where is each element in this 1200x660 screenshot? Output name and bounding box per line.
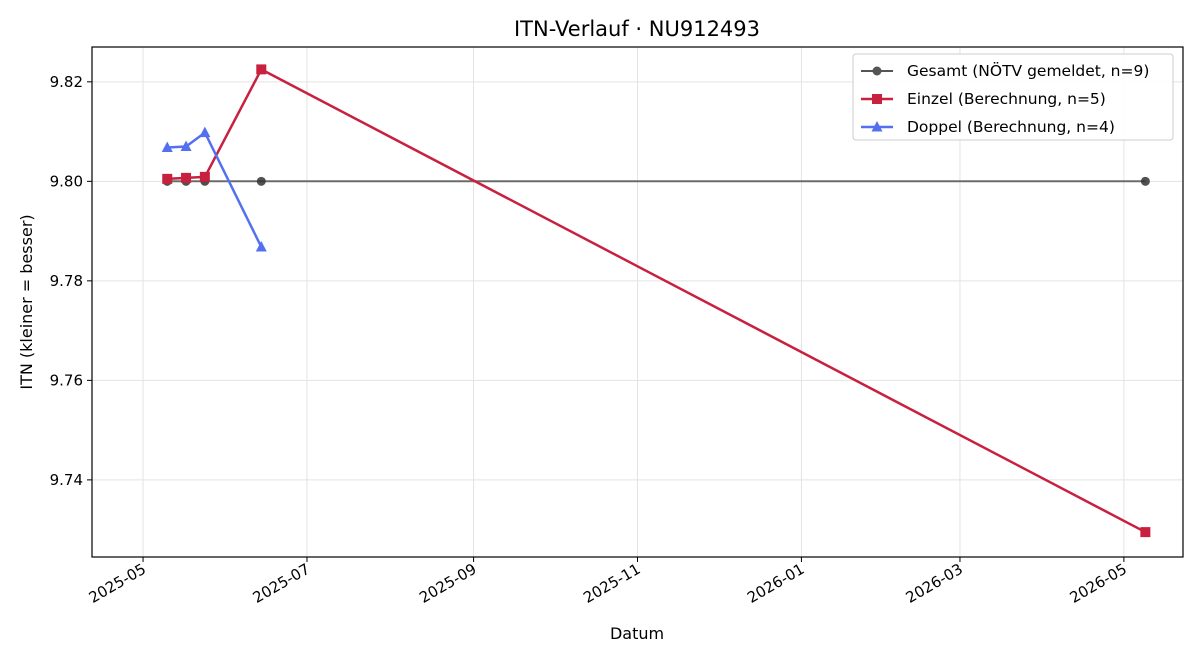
x-tick-label: 2025-11 — [580, 560, 643, 607]
data-point — [256, 64, 267, 75]
series-3 — [161, 126, 267, 252]
series-line — [167, 131, 263, 248]
legend-marker — [872, 66, 882, 76]
legend-marker — [871, 121, 883, 132]
x-tick-label: 2025-05 — [86, 560, 149, 607]
x-tick-label: 2025-07 — [250, 560, 313, 607]
legend-label: Doppel (Berechnung, n=4) — [907, 118, 1115, 136]
data-point — [1140, 527, 1151, 538]
series-2 — [162, 64, 1151, 538]
legend-label: Einzel (Berechnung, n=5) — [907, 90, 1106, 108]
legend-item: Gesamt (NÖTV gemeldet, n=9) — [861, 61, 1149, 80]
data-point — [180, 140, 192, 152]
legend-item: Doppel (Berechnung, n=4) — [861, 118, 1115, 136]
x-tick-label: 2026-01 — [744, 560, 807, 607]
legend-frame — [852, 53, 1174, 141]
data-point — [161, 141, 173, 153]
legend-marker — [872, 94, 882, 104]
y-tick-label: 9.82 — [50, 73, 83, 91]
data-point — [255, 241, 267, 252]
series-layer — [161, 64, 1151, 538]
y-tick-label: 9.78 — [50, 272, 83, 290]
legend-label: Gesamt (NÖTV gemeldet, n=9) — [907, 61, 1149, 80]
legend-item: Einzel (Berechnung, n=5) — [861, 90, 1106, 108]
y-tick-label: 9.76 — [50, 371, 83, 389]
y-tick-label: 9.74 — [50, 471, 83, 489]
data-point — [199, 171, 210, 182]
x-tick-label: 2025-09 — [416, 560, 479, 607]
x-axis-label: Datum — [610, 624, 664, 643]
x-tick-label: 2026-05 — [1067, 560, 1130, 607]
data-point — [1140, 176, 1150, 186]
y-axis-label: ITN (kleiner = besser) — [17, 214, 36, 389]
x-tick-label: 2026-03 — [903, 560, 966, 607]
data-point — [162, 173, 173, 184]
y-tick-label: 9.80 — [50, 172, 83, 190]
series-1 — [162, 176, 1150, 186]
chart-title: ITN-Verlauf · NU912493 — [514, 17, 760, 41]
data-point — [181, 172, 192, 183]
data-point — [256, 176, 266, 186]
data-point — [199, 126, 211, 138]
axes: 2025-05 2025-07 2025-09 2025-11 2026-01 2026-… — [50, 73, 1130, 607]
legend: Gesamt (NÖTV gemeldet, n=9) Einzel (Berec… — [852, 53, 1174, 141]
